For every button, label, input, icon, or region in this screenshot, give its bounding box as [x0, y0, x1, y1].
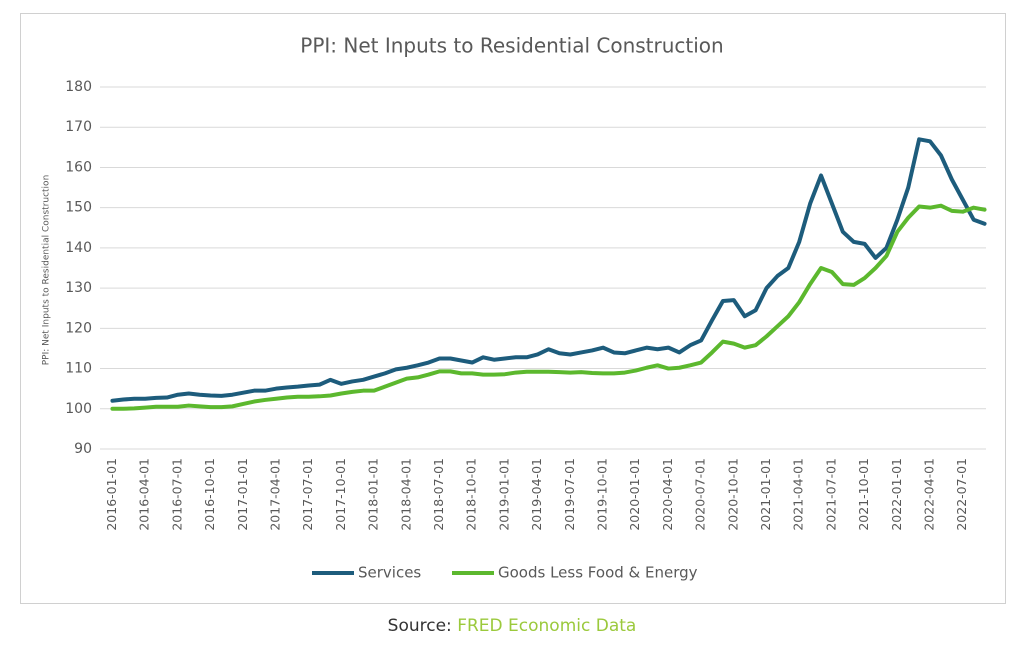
legend-label: Services	[358, 564, 421, 582]
y-tick-label: 110	[65, 361, 92, 377]
chart-frame	[20, 13, 1006, 604]
y-tick-label: 170	[65, 119, 92, 135]
x-tick-label: 2018-10-01	[464, 458, 479, 531]
x-tick-label: 2018-04-01	[398, 458, 413, 531]
y-tick-label: 100	[65, 401, 92, 417]
legend-label: Goods Less Food & Energy	[498, 564, 698, 582]
x-tick-label: 2016-07-01	[169, 458, 184, 531]
x-tick-label: 2021-07-01	[823, 458, 838, 531]
y-tick-label: 130	[65, 280, 92, 296]
x-tick-label: 2017-10-01	[333, 458, 348, 531]
y-tick-label: 140	[65, 240, 92, 256]
y-tick-label: 150	[65, 200, 92, 216]
x-tick-label: 2022-04-01	[922, 458, 937, 531]
x-tick-label: 2021-04-01	[791, 458, 806, 531]
chart-title: PPI: Net Inputs to Residential Construct…	[300, 34, 723, 58]
x-tick-label: 2016-01-01	[104, 458, 119, 531]
x-tick-label: 2020-07-01	[693, 458, 708, 531]
x-tick-label: 2019-04-01	[529, 458, 544, 531]
y-axis-label: PPI: Net Inputs to Residential Construct…	[42, 175, 52, 366]
x-tick-label: 2021-01-01	[758, 458, 773, 531]
x-tick-label: 2019-01-01	[496, 458, 511, 531]
x-tick-label: 2019-10-01	[595, 458, 610, 531]
x-tick-label: 2018-07-01	[431, 458, 446, 531]
x-tick-label: 2018-01-01	[366, 458, 381, 531]
x-tick-label: 2016-10-01	[202, 458, 217, 531]
series-line	[110, 203, 987, 411]
x-tick-label: 2021-10-01	[856, 458, 871, 531]
x-tick-label: 2017-01-01	[235, 458, 250, 531]
x-tick-label: 2020-01-01	[627, 458, 642, 531]
x-tick-label: 2017-04-01	[267, 458, 282, 531]
y-tick-label: 90	[74, 441, 92, 457]
source-name: FRED Economic Data	[457, 616, 636, 636]
source-note: Source: FRED Economic Data	[388, 616, 637, 636]
y-tick-label: 120	[65, 320, 92, 336]
source-prefix: Source:	[388, 616, 452, 636]
x-tick-label: 2020-10-01	[725, 458, 740, 531]
x-tick-label: 2022-07-01	[954, 458, 969, 531]
x-tick-label: 2019-07-01	[562, 458, 577, 531]
x-tick-label: 2017-07-01	[300, 458, 315, 531]
x-tick-label: 2020-04-01	[660, 458, 675, 531]
x-tick-label: 2016-04-01	[137, 458, 152, 531]
series-line	[110, 137, 987, 403]
y-tick-label: 180	[65, 79, 92, 95]
y-tick-label: 160	[65, 159, 92, 175]
x-tick-label: 2022-01-01	[889, 458, 904, 531]
